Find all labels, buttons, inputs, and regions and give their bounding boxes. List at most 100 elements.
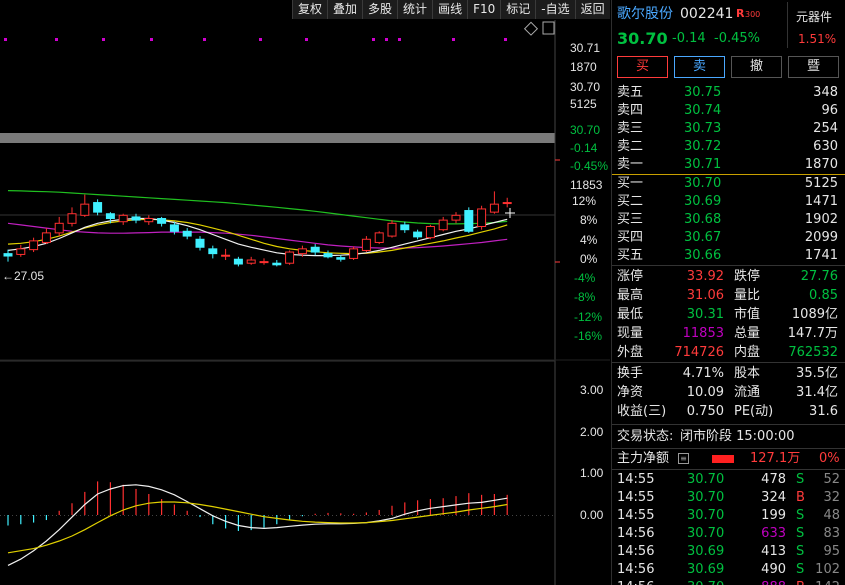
bid-row[interactable]: 买三 30.68 1902 [612, 211, 845, 229]
ask-row[interactable]: 卖一 30.71 1870 [612, 156, 845, 174]
macd-zero-dot [372, 515, 373, 516]
macd-zero-dot [384, 515, 385, 516]
price-axis-label: 11853 [570, 178, 603, 192]
toolbar-button-8[interactable]: 返回 [574, 0, 610, 19]
candle-body [297, 248, 307, 255]
sector-box[interactable]: 元器件 1.51% [787, 2, 845, 48]
macd-zero-dot [116, 515, 117, 516]
macd-zero-dot [84, 515, 85, 516]
macd-zero-dot [508, 515, 509, 516]
macd-zero-dot [540, 515, 541, 516]
sell-button[interactable]: 卖 [674, 56, 725, 78]
stat-value: 4.71% [682, 366, 724, 381]
ma-white-line [7, 217, 508, 257]
macd-zero-dot [0, 515, 1, 516]
stat-row: 涨停 33.92 跌停 27.76 [612, 268, 845, 286]
candle-body [93, 202, 103, 213]
orderbook-separator [612, 174, 845, 175]
alert-button[interactable]: 暨 [788, 56, 839, 78]
bid-price: 30.68 [684, 212, 722, 227]
stat-label: 涨停 [617, 269, 644, 284]
macd-zero-dot [140, 515, 141, 516]
tick-row: 14:55 30.70 199 S 48 [612, 507, 845, 525]
toolbar-button-3[interactable]: 统计 [397, 0, 433, 19]
macd-zero-dot [48, 515, 49, 516]
macd-zero-dot [388, 515, 389, 516]
bid-row[interactable]: 买一 30.70 5125 [612, 175, 845, 193]
toolbar-button-0[interactable]: 复权 [292, 0, 328, 19]
macd-zero-dot [488, 515, 489, 516]
macd-zero-dot [356, 515, 357, 516]
ask-label: 卖四 [617, 103, 644, 118]
macd-zero-dot [220, 515, 221, 516]
macd-zero-dot [44, 515, 45, 516]
candle-body [451, 214, 461, 221]
macd-zero-dot [368, 515, 369, 516]
toolbar-button-5[interactable]: F10 [467, 0, 501, 19]
macd-zero-dot [412, 515, 413, 516]
macd-zero-dot [204, 515, 205, 516]
stock-code: 002241 [680, 6, 734, 22]
net-flow-row[interactable]: 主力净额 ≡ 127.1万 0% [612, 450, 845, 468]
signal-dot [504, 38, 507, 41]
bid-row[interactable]: 买四 30.67 2099 [612, 229, 845, 247]
ask-price: 30.72 [684, 139, 722, 154]
ask-row[interactable]: 卖五 30.75 348 [612, 84, 845, 102]
candle-body [349, 248, 359, 259]
macd-zero-dot [132, 515, 133, 516]
macd-zero-dot [160, 515, 161, 516]
net-flow-label: 主力净额 [617, 451, 670, 466]
kline-chart[interactable] [0, 0, 610, 585]
macd-zero-dot [88, 515, 89, 516]
toolbar-button-6[interactable]: 标记 [500, 0, 536, 19]
macd-zero-dot [524, 515, 525, 516]
ask-row[interactable]: 卖三 30.73 254 [612, 120, 845, 138]
bid-price: 30.67 [684, 230, 722, 245]
cancel-order-button[interactable]: 撤 [731, 56, 782, 78]
macd-zero-dot [40, 515, 41, 516]
candle-body [131, 216, 141, 221]
signal-dot [4, 38, 7, 41]
macd-zero-dot [172, 515, 173, 516]
r-tag: R [736, 7, 745, 20]
candle-body [336, 257, 346, 260]
macd-zero-dot [552, 515, 553, 516]
menu-icon[interactable]: ≡ [678, 453, 689, 464]
ask-label: 卖一 [617, 157, 644, 172]
macd-dif-line [7, 484, 508, 566]
tick-count: 102 [815, 562, 840, 577]
stat-row: 收益(三) 0.750 PE(动) 31.6 [612, 403, 845, 421]
price-axis-label: 1870 [570, 60, 597, 74]
stat-value: 31.6 [809, 404, 838, 419]
stock-name[interactable]: 歌尔股份 [617, 6, 673, 22]
trade-status: 交易状态: 闭市阶段 15:00:00 [612, 428, 845, 446]
ask-price: 30.75 [684, 85, 722, 100]
bid-row[interactable]: 买五 30.66 1741 [612, 247, 845, 265]
buy-button[interactable]: 买 [617, 56, 668, 78]
tick-time: 14:56 [617, 544, 655, 559]
candle-body [272, 262, 282, 266]
tick-side: S [796, 508, 805, 523]
stat-value: 1089亿 [791, 307, 838, 322]
ask-row[interactable]: 卖四 30.74 96 [612, 102, 845, 120]
toolbar-button-7[interactable]: -自选 [535, 0, 575, 19]
tick-row: 14:55 30.70 324 B 32 [612, 489, 845, 507]
toolbar-button-4[interactable]: 画线 [432, 0, 468, 19]
macd-zero-dot [344, 515, 345, 516]
min-price-marker: ←27.05 [2, 269, 45, 283]
tick-row: 14:56 30.70 633 S 83 [612, 525, 845, 543]
stat-value: 30.31 [686, 307, 724, 322]
ma-magenta-line [7, 222, 508, 249]
stat-label: 市值 [734, 307, 761, 322]
ask-row[interactable]: 卖二 30.72 630 [612, 138, 845, 156]
tick-volume: 633 [761, 526, 786, 541]
macd-axis-label: 0.00 [580, 508, 604, 522]
candle-body [477, 208, 487, 227]
toolbar-button-2[interactable]: 多股 [362, 0, 398, 19]
toolbar-button-1[interactable]: 叠加 [327, 0, 363, 19]
macd-axis-label: 3.00 [580, 383, 604, 397]
sector-pct: 1.51% [798, 32, 837, 46]
bid-row[interactable]: 买二 30.69 1471 [612, 193, 845, 211]
kline-chart-area[interactable]: 复权 叠加 多股 统计 画线 F10 标记 -自选 返回 30.71 1870 30.70 5125 3… [0, 0, 610, 585]
macd-zero-dot [32, 515, 33, 516]
